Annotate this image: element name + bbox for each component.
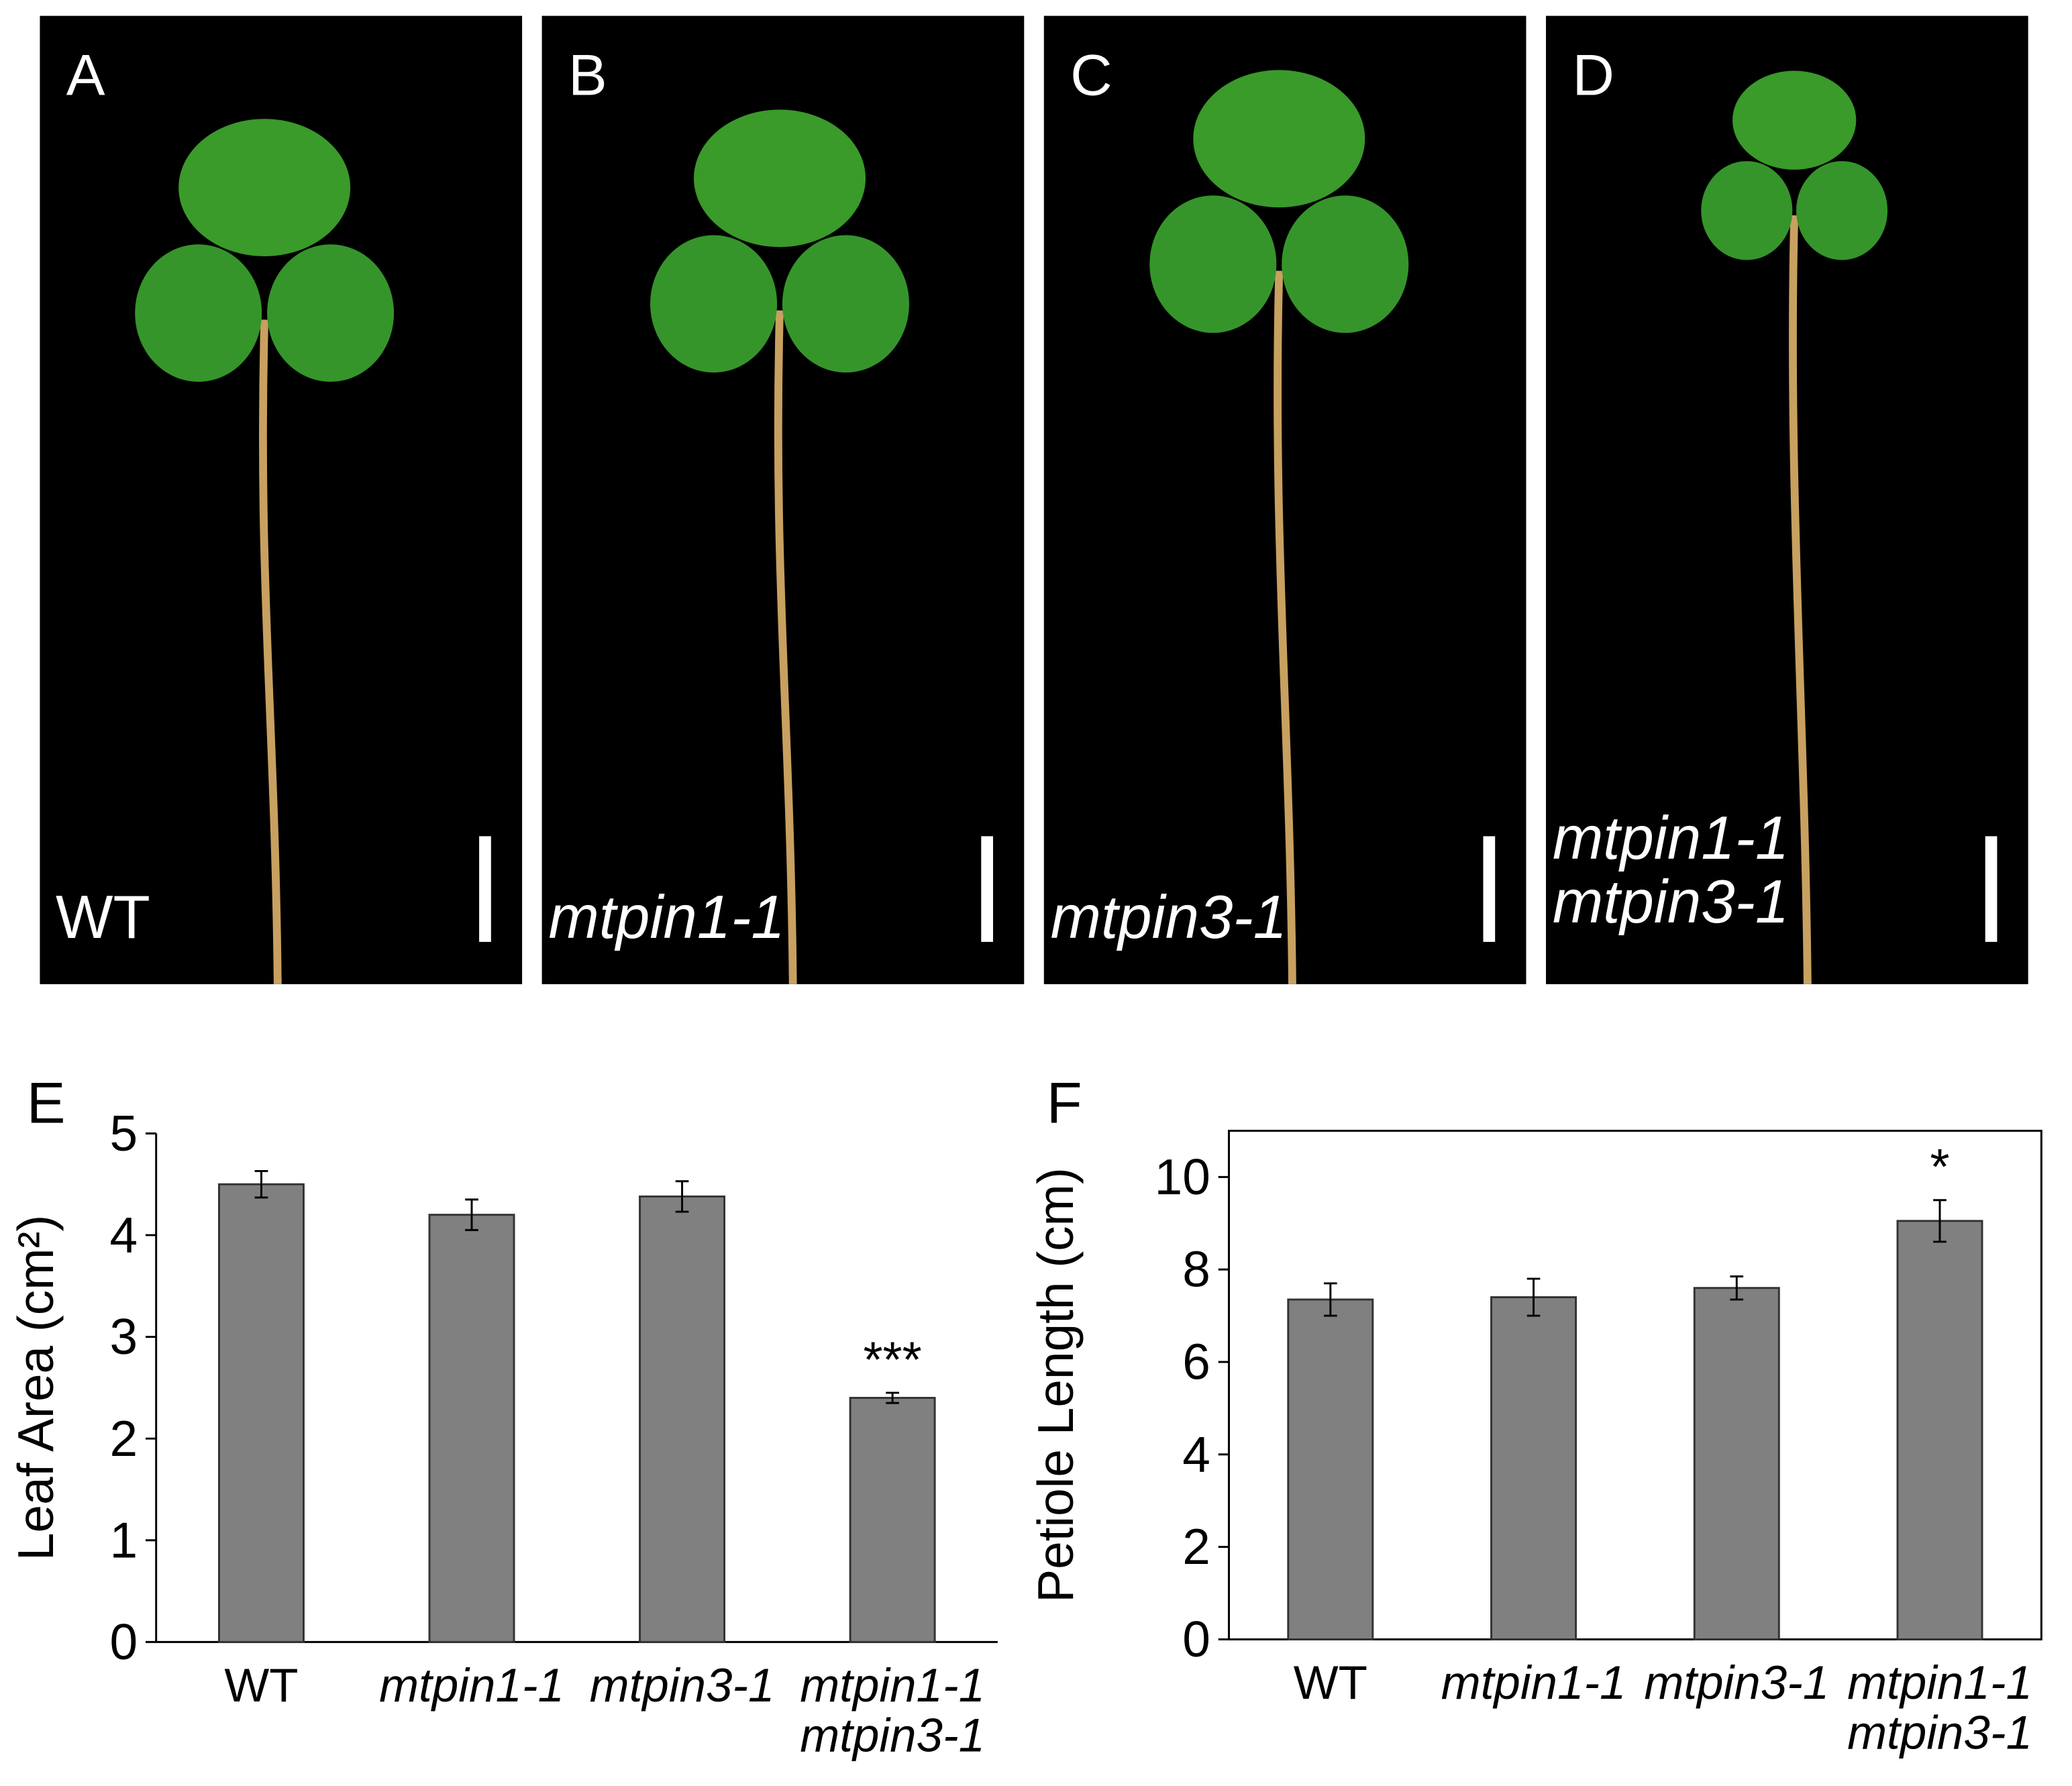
genotype-label: mtpin1-1 [548, 884, 784, 951]
y-tick-label: 6 [1182, 1334, 1210, 1390]
leaflet [1732, 70, 1857, 170]
y-tick-label: 3 [110, 1308, 138, 1365]
panel-letter: C [1070, 44, 1112, 108]
x-tick-label: mtpin1-1 [379, 1659, 564, 1712]
error-bar [1323, 1282, 1337, 1317]
leaflet [135, 244, 262, 382]
y-tick-label: 5 [110, 1105, 138, 1161]
error-bar [1526, 1277, 1541, 1317]
error-bar [1933, 1199, 1947, 1243]
error-bar [465, 1198, 478, 1231]
y-tick-label: 10 [1155, 1149, 1210, 1205]
x-tick-label: mtpin1-1 mtpin3-1 [800, 1659, 985, 1762]
bar [217, 1183, 305, 1643]
genotype-label: mtpin3-1 [1051, 884, 1287, 951]
leaflet [1149, 195, 1277, 333]
x-tick-label: mtpin3-1 [1644, 1657, 1829, 1710]
x-tick-label: WT [224, 1659, 298, 1712]
significance-label: *** [863, 1331, 921, 1387]
panel-letter: B [568, 44, 607, 108]
error-bar [1730, 1275, 1744, 1301]
y-tick-label: 4 [1182, 1426, 1210, 1482]
leaflet [178, 119, 351, 256]
leaflet [1282, 195, 1409, 333]
x-tick-label: mtpin1-1 mtpin3-1 [1847, 1657, 2032, 1759]
y-tick-label: 0 [110, 1614, 138, 1670]
significance-label: * [1930, 1139, 1949, 1195]
error-bar [886, 1391, 899, 1404]
error-bar [254, 1169, 268, 1199]
y-axis-label: Petiole Length (cm) [1027, 1167, 1084, 1603]
bar [1287, 1298, 1374, 1640]
bar [428, 1214, 515, 1643]
x-tick-label: mtpin1-1 [1441, 1657, 1626, 1710]
leaflet [1701, 161, 1793, 260]
leaflet [267, 244, 395, 382]
bar [1896, 1220, 1983, 1640]
leaflet [650, 235, 778, 373]
x-tick-label: mtpin3-1 [590, 1659, 775, 1712]
y-tick-label: 8 [1182, 1241, 1210, 1298]
panel-letter: A [66, 44, 105, 108]
y-tick-label: 0 [1182, 1611, 1210, 1667]
genotype-label: mtpin1-1 mtpin3-1 [1553, 804, 1789, 936]
leaflet [1796, 161, 1888, 260]
y-tick-label: 2 [1182, 1518, 1210, 1575]
leaflet [694, 109, 866, 248]
petiole [1274, 270, 1296, 984]
bar [849, 1397, 936, 1643]
bar [1490, 1296, 1577, 1640]
panel-label: F [1047, 1071, 1082, 1136]
bar [639, 1195, 726, 1643]
leaflet [782, 235, 909, 373]
bar [1693, 1287, 1780, 1640]
y-tick-label: 1 [110, 1512, 138, 1568]
petiole [1789, 215, 1812, 984]
genotype-label: WT [56, 884, 150, 951]
petiole [774, 310, 797, 984]
panel-letter: D [1572, 44, 1614, 108]
petiole [258, 319, 282, 984]
x-tick-label: WT [1294, 1657, 1367, 1710]
leaflet [1193, 70, 1365, 208]
y-tick-label: 4 [110, 1207, 138, 1263]
panel-label: E [27, 1071, 66, 1136]
error-bar [675, 1180, 689, 1213]
y-axis-label: Leaf Area (cm²) [7, 1215, 64, 1561]
photo-background [1546, 15, 2028, 984]
y-tick-label: 2 [110, 1410, 138, 1467]
